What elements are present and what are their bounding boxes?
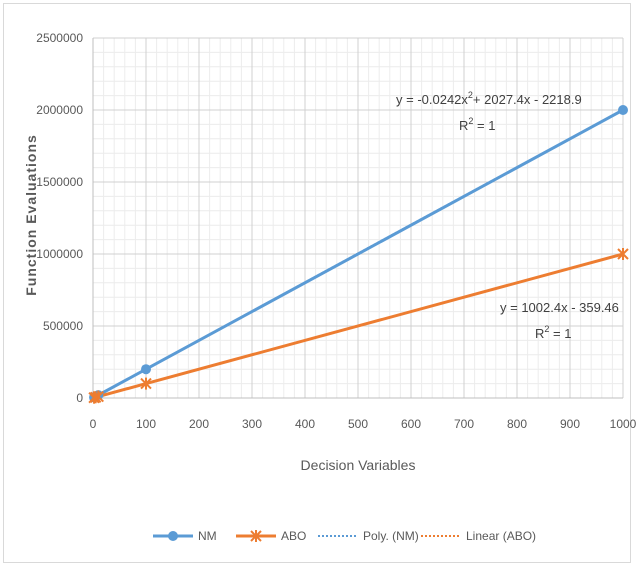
series-layer bbox=[88, 105, 629, 404]
legend-nm-marker bbox=[168, 531, 178, 541]
y-tick-label: 2000000 bbox=[36, 103, 83, 117]
legend-item-linear-abo: Linear (ABO) bbox=[421, 529, 536, 543]
abo-trend-equation: y = 1002.4x - 359.46 bbox=[500, 300, 619, 315]
nm-trend-r2: R2 = 1 bbox=[459, 116, 495, 133]
x-tick-label: 0 bbox=[90, 417, 97, 431]
y-tick-label: 500000 bbox=[43, 319, 83, 333]
legend-item-abo: ABO bbox=[236, 529, 306, 543]
x-tick-labels: 0 100 200 300 400 500 600 700 800 900 1000 bbox=[90, 417, 636, 431]
data-point-abo bbox=[140, 377, 152, 390]
data-point-nm bbox=[618, 105, 628, 115]
legend-label-poly-nm: Poly. (NM) bbox=[363, 529, 419, 543]
legend-item-poly-nm: Poly. (NM) bbox=[318, 529, 419, 543]
x-tick-label: 400 bbox=[295, 417, 315, 431]
axes bbox=[92, 38, 623, 399]
x-tick-label: 600 bbox=[401, 417, 421, 431]
nm-trend-equation: y = -0.0242x2+ 2027.4x - 2218.9 bbox=[396, 90, 582, 107]
data-point-abo bbox=[617, 248, 629, 260]
legend-label-nm: NM bbox=[198, 529, 217, 543]
x-tick-label: 700 bbox=[454, 417, 474, 431]
y-tick-label: 1500000 bbox=[36, 175, 83, 189]
y-axis-title: Function Evaluations bbox=[23, 134, 39, 296]
legend-item-nm: NM bbox=[153, 529, 217, 543]
y-tick-label: 0 bbox=[76, 391, 83, 405]
legend-label-linear-abo: Linear (ABO) bbox=[466, 529, 536, 543]
abo-trend-r2: R2 = 1 bbox=[535, 324, 571, 341]
x-tick-label: 800 bbox=[507, 417, 527, 431]
x-tick-label: 1000 bbox=[610, 417, 636, 431]
legend: NM ABO Poly. (NM) Linear (ABO) bbox=[153, 529, 536, 543]
legend-label-abo: ABO bbox=[281, 529, 306, 543]
x-axis-title: Decision Variables bbox=[301, 457, 416, 473]
data-point-nm bbox=[141, 364, 151, 375]
chart-frame: 0 500000 1000000 1500000 2000000 2500000 0 100… bbox=[3, 3, 636, 563]
x-tick-label: 900 bbox=[560, 417, 580, 431]
y-tick-label: 2500000 bbox=[36, 31, 83, 45]
legend-abo-marker bbox=[250, 530, 262, 542]
data-point-abo bbox=[92, 390, 105, 403]
x-tick-label: 500 bbox=[348, 417, 368, 431]
y-tick-labels: 0 500000 1000000 1500000 2000000 2500000 bbox=[36, 31, 83, 405]
x-tick-label: 300 bbox=[242, 417, 262, 431]
x-tick-label: 200 bbox=[189, 417, 209, 431]
y-tick-label: 1000000 bbox=[36, 247, 83, 261]
x-tick-label: 100 bbox=[136, 417, 156, 431]
